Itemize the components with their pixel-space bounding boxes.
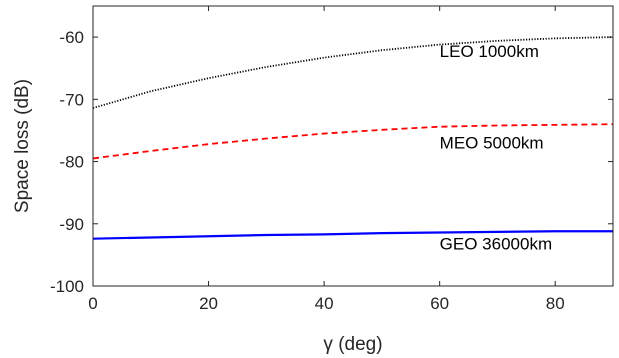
x-tick-label: 0 (88, 294, 97, 313)
y-tick-label: -80 (59, 153, 84, 172)
annotations: LEO 1000km MEO 5000km GEO 36000km (440, 42, 552, 254)
axes-box (92, 5, 614, 287)
series-layer (92, 36, 614, 240)
series-line-meo (92, 123, 614, 160)
series-line-leo (92, 36, 614, 109)
x-axis-label: γ (deg) (323, 334, 382, 355)
x-tick-label: 60 (430, 294, 449, 313)
y-axis-label: Space loss (dB) (12, 79, 33, 213)
series-annotation: GEO 36000km (440, 235, 552, 254)
y-tick-label: -90 (59, 215, 84, 234)
series-annotation: MEO 5000km (440, 133, 544, 152)
x-tick-label: 40 (315, 294, 334, 313)
x-tick-label: 20 (199, 294, 218, 313)
y-tick-label: -70 (59, 90, 84, 109)
y-tick-label: -60 (59, 28, 84, 47)
x-ticks: 0 20 40 60 80 (88, 6, 565, 313)
y-tick-label: -100 (50, 277, 84, 296)
y-ticks: -100 -90 -80 -70 -60 (50, 28, 613, 296)
series-annotation: LEO 1000km (440, 42, 539, 61)
x-tick-label: 80 (546, 294, 565, 313)
plot-area (93, 6, 613, 286)
series-line-geo (92, 230, 613, 240)
